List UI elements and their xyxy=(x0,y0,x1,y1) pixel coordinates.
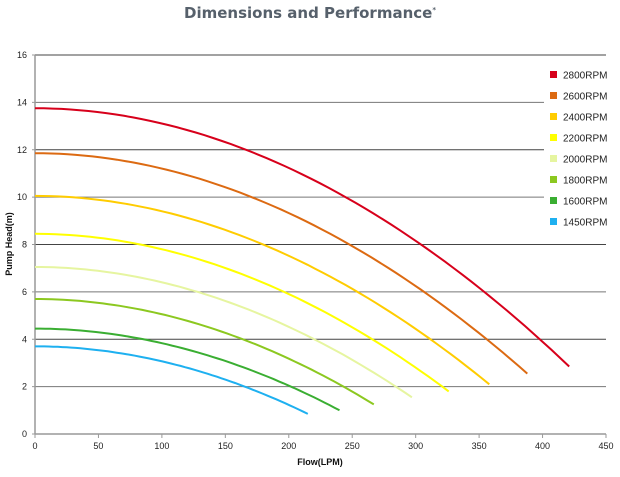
curve-1800rpm xyxy=(35,298,375,406)
legend-box xyxy=(544,64,620,236)
legend-swatch-2600rpm xyxy=(550,92,557,99)
legend-label-2200rpm: 2200RPM xyxy=(563,134,607,145)
chart-title-text: Dimensions and Performance xyxy=(184,4,433,22)
curve-2800rpm xyxy=(35,107,570,368)
curve-2400rpm xyxy=(34,194,490,386)
y-tick-label: 16 xyxy=(17,50,27,60)
legend-swatch-1600rpm xyxy=(550,197,557,204)
curve-2600rpm xyxy=(35,152,528,375)
y-tick-label: 14 xyxy=(17,97,27,107)
x-tick-label: 150 xyxy=(218,441,233,451)
curve-2200rpm xyxy=(34,232,450,393)
x-tick-label: 400 xyxy=(535,441,550,451)
curve-1600rpm xyxy=(35,327,340,412)
x-tick-label: 200 xyxy=(281,441,296,451)
legend-swatch-1800rpm xyxy=(550,176,557,183)
x-tick-label: 250 xyxy=(345,441,360,451)
legend-label-1450rpm: 1450RPM xyxy=(563,218,607,229)
legend-label-1600rpm: 1600RPM xyxy=(563,197,607,208)
legend-swatch-2400rpm xyxy=(550,113,557,120)
x-tick-label: 100 xyxy=(154,441,169,451)
x-tick-label: 300 xyxy=(408,441,423,451)
chart-title: Dimensions and Performance* xyxy=(0,0,620,23)
x-tick-label: 0 xyxy=(32,441,37,451)
y-tick-label: 8 xyxy=(22,240,27,250)
legend-swatch-2800rpm xyxy=(550,71,557,78)
legend-label-2800rpm: 2800RPM xyxy=(563,71,607,82)
legend-label-2400rpm: 2400RPM xyxy=(563,113,607,124)
curve-1450rpm xyxy=(35,345,309,415)
y-tick-label: 0 xyxy=(22,429,27,439)
legend-label-2000rpm: 2000RPM xyxy=(563,155,607,166)
x-tick-label: 450 xyxy=(598,441,613,451)
y-axis-label: Pump Head(m) xyxy=(4,212,14,276)
legend-swatch-2200rpm xyxy=(550,134,557,141)
y-tick-label: 6 xyxy=(22,287,27,297)
legend-label-2600rpm: 2600RPM xyxy=(563,92,607,103)
curve-2000rpm xyxy=(35,266,413,399)
legend-swatch-2000rpm xyxy=(550,155,557,162)
x-tick-label: 350 xyxy=(472,441,487,451)
x-tick-label: 50 xyxy=(93,441,103,451)
y-tick-label: 12 xyxy=(17,145,27,155)
y-tick-label: 4 xyxy=(22,334,27,344)
y-tick-label: 10 xyxy=(17,192,27,202)
x-axis-label: Flow(LPM) xyxy=(297,457,343,467)
y-tick-label: 2 xyxy=(22,382,27,392)
legend-swatch-1450rpm xyxy=(550,218,557,225)
title-footnote-mark: * xyxy=(432,6,436,14)
legend-label-1800rpm: 1800RPM xyxy=(563,176,607,187)
